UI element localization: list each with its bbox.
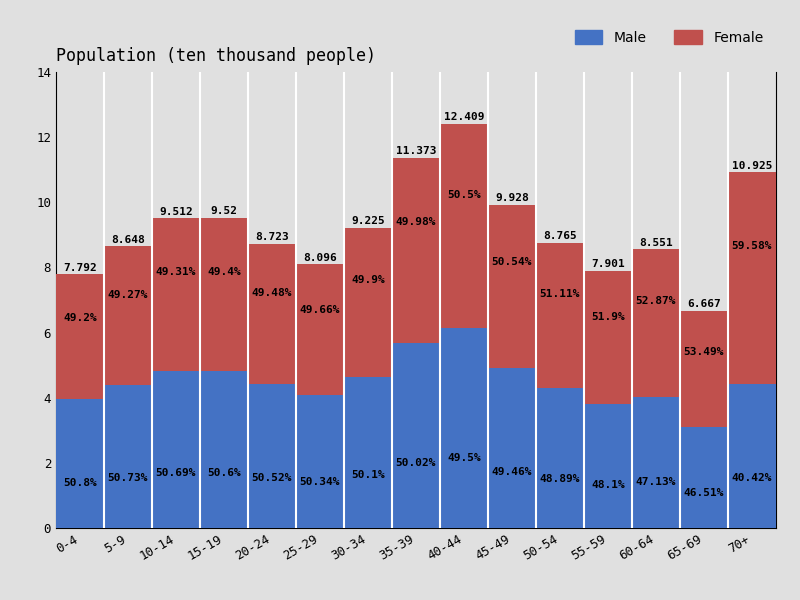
Text: 49.31%: 49.31% [156,266,196,277]
Text: 9.225: 9.225 [351,216,385,226]
Text: 47.13%: 47.13% [636,477,676,487]
Text: 53.49%: 53.49% [684,347,724,356]
Text: 8.551: 8.551 [639,238,673,248]
Bar [392,343,440,528]
Text: 59.58%: 59.58% [732,241,772,251]
Text: 49.27%: 49.27% [108,290,148,300]
Text: 50.69%: 50.69% [156,468,196,478]
Text: 49.9%: 49.9% [351,275,385,285]
Text: 48.89%: 48.89% [540,474,580,484]
Text: 8.648: 8.648 [111,235,145,245]
Bar [632,250,680,397]
Bar [200,218,248,371]
Bar [152,371,200,528]
Text: 49.48%: 49.48% [252,288,292,298]
Text: 9.512: 9.512 [159,206,193,217]
Bar [536,242,584,388]
Bar [248,385,296,528]
Bar [488,368,536,528]
Bar [248,244,296,385]
Text: 51.11%: 51.11% [540,289,580,299]
Bar [536,388,584,528]
Bar [200,371,248,528]
Text: 49.5%: 49.5% [447,453,481,463]
Text: 9.52: 9.52 [210,206,238,216]
Bar [680,311,728,427]
Text: 49.46%: 49.46% [492,467,532,477]
Text: 49.66%: 49.66% [300,305,340,315]
Text: 52.87%: 52.87% [636,296,676,306]
Text: 50.54%: 50.54% [492,257,532,267]
Text: 51.9%: 51.9% [591,313,625,322]
Text: 7.792: 7.792 [63,263,97,272]
Bar [440,328,488,528]
Bar [440,124,488,328]
Text: 48.1%: 48.1% [591,479,625,490]
Text: 50.1%: 50.1% [351,470,385,481]
Bar [344,227,392,377]
Text: 8.765: 8.765 [543,231,577,241]
Text: 6.667: 6.667 [687,299,721,309]
Text: 50.8%: 50.8% [63,478,97,488]
Legend: Male, Female: Male, Female [569,24,769,50]
Text: 8.723: 8.723 [255,232,289,242]
Text: 46.51%: 46.51% [684,488,724,497]
Text: 50.34%: 50.34% [300,476,340,487]
Bar [296,265,344,395]
Text: 49.2%: 49.2% [63,313,97,323]
Text: 40.42%: 40.42% [732,473,772,482]
Text: 50.5%: 50.5% [447,190,481,200]
Bar [344,377,392,528]
Bar [104,247,152,385]
Text: Population (ten thousand people): Population (ten thousand people) [56,47,376,65]
Bar [584,271,632,404]
Text: 9.928: 9.928 [495,193,529,203]
Text: 8.096: 8.096 [303,253,337,263]
Bar [584,404,632,528]
Bar [392,158,440,343]
Bar [680,427,728,528]
Bar [632,397,680,528]
Text: 49.98%: 49.98% [396,217,436,227]
Text: 10.925: 10.925 [732,161,772,170]
Text: 50.52%: 50.52% [252,473,292,483]
Bar [728,384,776,528]
Bar [152,218,200,371]
Bar [296,395,344,528]
Bar [56,274,104,399]
Bar [728,172,776,384]
Text: 11.373: 11.373 [396,146,436,156]
Text: 7.901: 7.901 [591,259,625,269]
Text: 12.409: 12.409 [444,112,484,122]
Text: 50.6%: 50.6% [207,468,241,478]
Text: 49.4%: 49.4% [207,266,241,277]
Bar [56,399,104,528]
Bar [488,205,536,368]
Text: 50.73%: 50.73% [108,473,148,483]
Text: 50.02%: 50.02% [396,458,436,468]
Bar [104,385,152,528]
